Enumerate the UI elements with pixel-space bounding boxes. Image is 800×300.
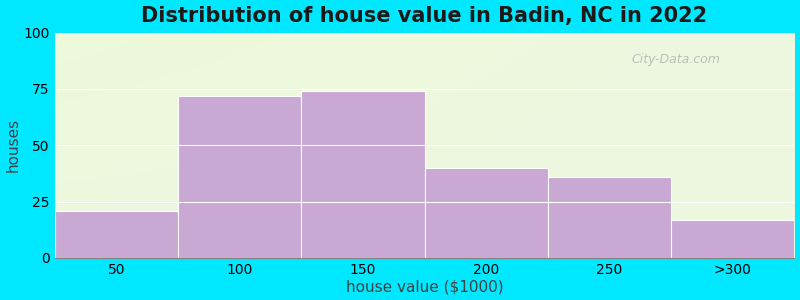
Bar xyxy=(548,177,671,258)
Bar xyxy=(425,168,548,258)
Bar xyxy=(671,220,794,258)
X-axis label: house value ($1000): house value ($1000) xyxy=(346,279,503,294)
Text: City-Data.com: City-Data.com xyxy=(632,53,721,66)
Bar xyxy=(301,91,425,258)
Y-axis label: houses: houses xyxy=(6,118,21,172)
Title: Distribution of house value in Badin, NC in 2022: Distribution of house value in Badin, NC… xyxy=(142,6,707,26)
Bar xyxy=(54,211,178,258)
Bar xyxy=(178,96,301,258)
